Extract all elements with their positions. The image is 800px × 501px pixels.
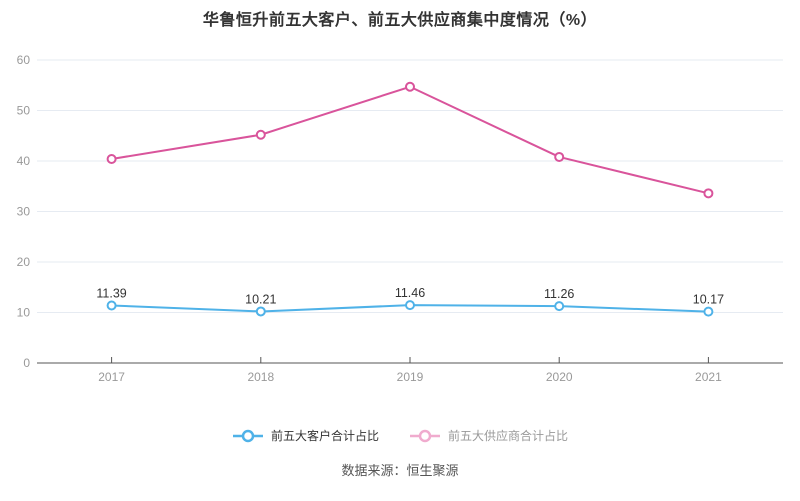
line-chart-canvas: 0 10 20 30 40 50 60 2017 2018 2019 2020 2021 11.39 10… [17, 53, 783, 384]
svg-text:2019: 2019 [397, 370, 424, 384]
svg-text:60: 60 [17, 53, 31, 67]
svg-text:20: 20 [17, 255, 31, 269]
line-circle-marker-icon [232, 429, 264, 443]
legend-item-customer-ratio[interactable]: 前五大客户合计占比 [232, 427, 379, 444]
svg-text:11.39: 11.39 [96, 286, 126, 300]
svg-text:40: 40 [17, 154, 31, 168]
chart-title: 华鲁恒升前五大客户、前五大供应商集中度情况（%） [202, 12, 598, 29]
legend-label: 前五大客户合计占比 [270, 429, 379, 443]
svg-text:10: 10 [17, 306, 31, 320]
svg-text:50: 50 [17, 104, 31, 118]
data-source-note: 数据来源：恒生聚源 [341, 463, 459, 478]
svg-text:2017: 2017 [98, 370, 125, 384]
line-circle-marker-icon [409, 429, 441, 443]
svg-text:30: 30 [17, 205, 31, 219]
svg-text:2021: 2021 [695, 370, 722, 384]
svg-text:0: 0 [23, 356, 30, 370]
svg-text:10.17: 10.17 [693, 293, 724, 307]
svg-text:2018: 2018 [247, 370, 274, 384]
legend-item-supplier-ratio[interactable]: 前五大供应商合计占比 [409, 427, 568, 444]
legend-label: 前五大供应商合计占比 [448, 429, 569, 443]
svg-text:11.26: 11.26 [544, 287, 574, 301]
svg-text:11.46: 11.46 [395, 286, 425, 300]
svg-text:2020: 2020 [546, 370, 573, 384]
legend: 前五大客户合计占比 前五大供应商合计占比 [0, 427, 800, 444]
svg-text:10.21: 10.21 [245, 292, 276, 306]
